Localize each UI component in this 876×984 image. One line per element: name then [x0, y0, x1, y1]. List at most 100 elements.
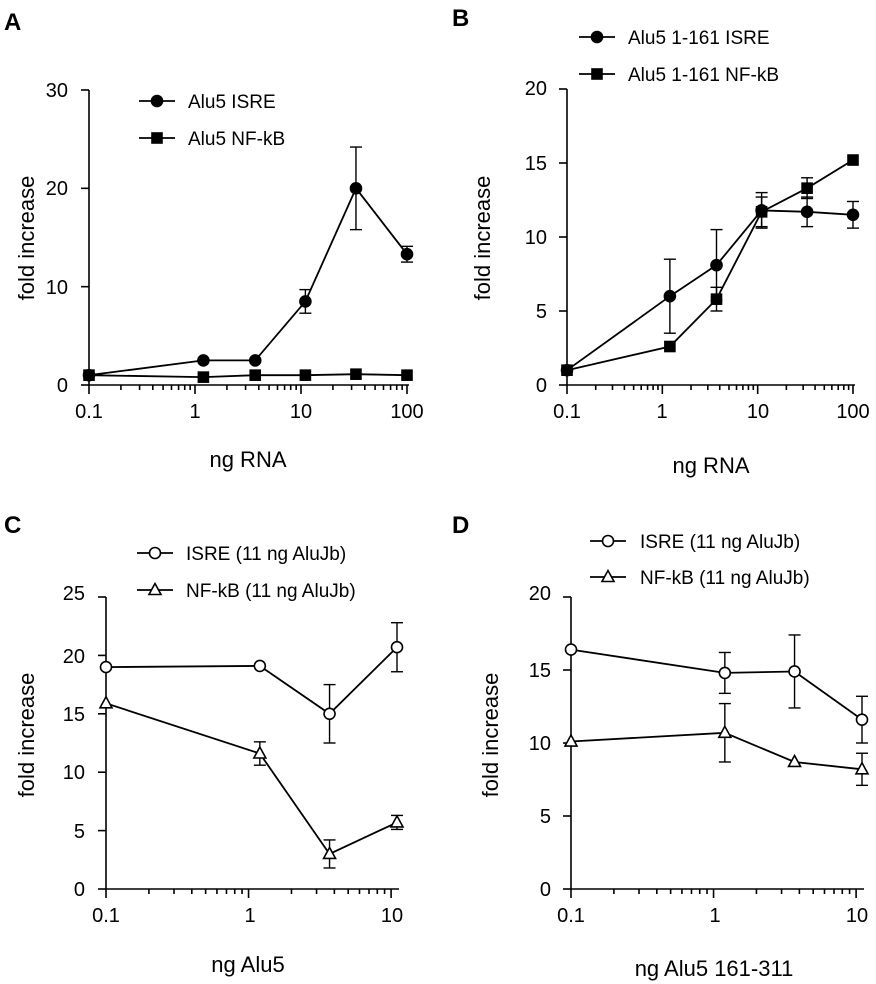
data-point-a-0-5 [400, 247, 414, 261]
data-point-b-0-2 [710, 258, 723, 272]
data-point-b-1-1 [664, 340, 676, 353]
y-axis-title-b: fold increase [470, 176, 495, 301]
x-tick-label-a-3: 100 [390, 401, 423, 423]
data-point-c-0-1 [253, 659, 267, 673]
panel-c: C 0 5 10 15 20 25 0.1 1 10 ng Alu5 fold … [4, 512, 403, 977]
data-point-c-0-3 [390, 640, 404, 654]
legend-label-b-1: Alu5 1-161 NF-kB [628, 65, 779, 86]
y-tick-label-d-3: 15 [529, 660, 551, 682]
legend-symbol-b-0 [579, 30, 615, 44]
data-point-b-0-4 [800, 205, 814, 219]
x-tick-label-b-0: 0.1 [553, 401, 581, 423]
series-line-c-0 [105, 646, 398, 715]
legend-symbol-d-1-marker [600, 568, 616, 583]
legend-label-a-1: Alu5 NF-kB [188, 129, 285, 150]
series-line-b-1 [566, 159, 854, 372]
y-tick-label-a-2: 20 [46, 178, 68, 200]
series-line-a-0 [88, 186, 408, 377]
x-tick-label-c-1: 1 [244, 905, 255, 927]
panel-b: B 0 5 10 15 20 0.1 1 10 100 ng RNA fold … [452, 5, 870, 478]
data-point-a-1-0 [83, 369, 95, 381]
data-point-d-1-2 [787, 753, 802, 768]
panel-letter-d: D [452, 512, 469, 539]
data-point-a-1-3 [299, 369, 312, 381]
panel-d: D 0 5 10 15 20 0.1 1 10 ng Alu5 161-311 … [452, 512, 868, 981]
data-point-d-1-3 [854, 761, 870, 775]
data-point-d-1-1 [717, 724, 733, 739]
x-axis-title-a: ng RNA [209, 447, 286, 472]
legend-label-c-0: ISRE (11 ng AluJb) [186, 544, 346, 565]
data-point-c-1-2 [322, 845, 337, 860]
legend-label-d-0: ISRE (11 ng AluJb) [640, 532, 800, 553]
plot-a [81, 89, 414, 394]
y-tick-label-c-2: 10 [63, 762, 85, 784]
legend-symbol-a-0 [139, 94, 175, 108]
legend-symbol-a-1-marker [151, 132, 163, 144]
data-point-a-1-2 [249, 369, 262, 381]
x-tick-label-a-0: 0.1 [75, 401, 103, 423]
y-tick-label-c-1: 5 [74, 821, 85, 843]
legend-label-c-1: NF-kB (11 ng AluJb) [186, 581, 356, 602]
y-tick-label-b-1: 5 [536, 301, 547, 323]
x-tick-label-b-3: 100 [836, 401, 869, 423]
data-point-b-1-3 [755, 206, 768, 218]
series-a-1 [83, 368, 413, 383]
y-tick-label-b-2: 10 [525, 227, 547, 249]
series-d-1 [563, 702, 870, 787]
data-point-a-1-5 [401, 369, 413, 381]
series-b-1 [561, 154, 859, 377]
data-point-a-1-4 [350, 368, 362, 380]
x-tick-label-c-0: 0.1 [92, 905, 120, 927]
plot-layer [81, 88, 870, 898]
data-point-d-0-3 [855, 713, 869, 726]
data-point-b-0-5 [846, 208, 860, 222]
y-tick-label-c-3: 15 [63, 704, 85, 726]
legend-symbol-d-1 [590, 568, 626, 583]
x-axis-title-d: ng Alu5 161-311 [635, 956, 794, 981]
legend-label-a-0: Alu5 ISRE [188, 92, 276, 113]
legend-symbol-a-1 [139, 132, 175, 144]
legend-label-d-1: NF-kB (11 ng AluJb) [640, 568, 810, 589]
x-axis-title-b: ng RNA [672, 453, 749, 478]
legend-symbol-a-0-marker [150, 94, 164, 108]
data-point-c-0-0 [99, 660, 113, 674]
data-point-b-1-2 [710, 293, 723, 305]
x-tick-label-c-2: 10 [381, 905, 403, 927]
data-point-c-0-2 [323, 707, 336, 721]
series-a-0 [82, 146, 414, 382]
panel-letter-c: C [4, 512, 21, 539]
series-line-c-1 [105, 702, 398, 856]
x-tick-label-a-1: 1 [189, 401, 200, 423]
data-point-b-0-1 [663, 289, 677, 303]
y-tick-label-d-0: 0 [540, 879, 551, 901]
y-axis-title-a: fold increase [14, 176, 39, 301]
legend-label-b-0: Alu5 1-161 ISRE [628, 28, 770, 49]
series-c-0 [99, 621, 404, 744]
series-c-1 [98, 695, 405, 869]
x-axis-title-c: ng Alu5 [211, 952, 284, 977]
data-point-b-1-0 [561, 364, 573, 377]
data-point-d-0-0 [564, 643, 578, 656]
data-point-a-1-1 [197, 371, 210, 383]
legend-symbol-c-1-marker [147, 581, 163, 596]
legend-symbol-d-0 [590, 534, 626, 548]
y-tick-label-d-4: 20 [529, 583, 551, 605]
series-line-a-1 [88, 373, 408, 379]
x-tick-label-b-2: 10 [747, 401, 769, 423]
panel-letter-a: A [4, 9, 21, 36]
plot-c [98, 596, 405, 898]
x-tick-label-d-1: 1 [709, 905, 720, 927]
y-tick-label-a-1: 10 [46, 277, 68, 299]
x-tick-label-d-2: 10 [846, 905, 868, 927]
series-line-d-0 [570, 648, 863, 721]
data-point-a-0-1 [197, 354, 210, 367]
legend-symbol-d-0-marker [601, 534, 615, 548]
y-tick-label-b-4: 20 [525, 78, 547, 100]
legend-symbol-b-0-marker [590, 30, 604, 44]
legend-symbol-c-0-marker [148, 546, 162, 560]
series-d-0 [564, 634, 869, 744]
legend-symbol-b-1 [579, 68, 615, 80]
data-point-d-0-1 [718, 666, 732, 680]
legend-symbol-c-0 [137, 546, 173, 560]
